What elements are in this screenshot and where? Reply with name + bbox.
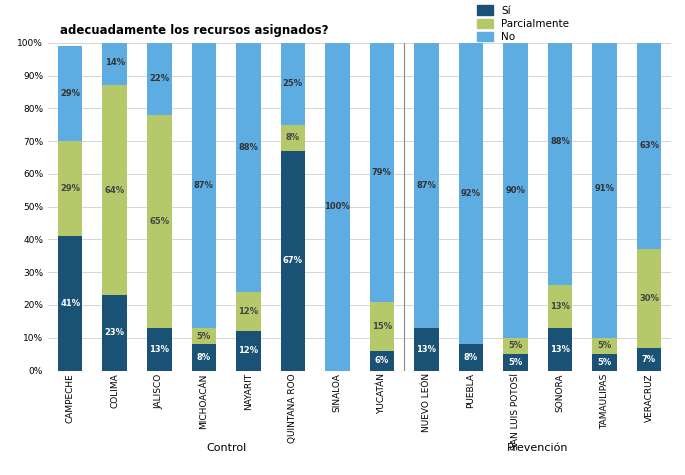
- Bar: [503, 43, 527, 338]
- Bar: [637, 249, 661, 348]
- Bar: [103, 39, 127, 86]
- Bar: [414, 43, 438, 328]
- Bar: [637, 348, 661, 370]
- Text: 5%: 5%: [597, 358, 612, 367]
- Bar: [593, 354, 616, 371]
- Text: 23%: 23%: [105, 328, 125, 337]
- Legend: Sí, Parcialmente, No: Sí, Parcialmente, No: [477, 5, 569, 42]
- Bar: [58, 46, 82, 141]
- Text: 22%: 22%: [149, 74, 169, 83]
- Text: 100%: 100%: [325, 202, 350, 211]
- Text: 30%: 30%: [639, 294, 659, 303]
- Bar: [325, 43, 349, 370]
- Text: 13%: 13%: [550, 302, 570, 311]
- Text: 79%: 79%: [372, 168, 392, 177]
- Bar: [548, 328, 572, 371]
- Text: 6%: 6%: [375, 356, 389, 365]
- Bar: [281, 151, 305, 370]
- Text: 67%: 67%: [283, 256, 303, 265]
- Text: 63%: 63%: [639, 142, 659, 151]
- Text: 29%: 29%: [60, 89, 80, 98]
- Bar: [370, 43, 394, 302]
- Text: 8%: 8%: [197, 353, 211, 362]
- Text: 12%: 12%: [238, 346, 258, 355]
- Text: 92%: 92%: [461, 189, 481, 198]
- Text: 41%: 41%: [60, 299, 80, 308]
- Text: 87%: 87%: [416, 181, 436, 190]
- Bar: [593, 39, 616, 338]
- Text: adecuadamente los recursos asignados?: adecuadamente los recursos asignados?: [60, 24, 329, 38]
- Bar: [593, 338, 616, 354]
- Bar: [459, 43, 483, 344]
- Bar: [548, 0, 572, 285]
- Bar: [103, 295, 127, 371]
- Text: 5%: 5%: [197, 332, 211, 341]
- Text: 8%: 8%: [464, 353, 478, 362]
- Text: 87%: 87%: [194, 181, 214, 190]
- Bar: [147, 328, 171, 371]
- Bar: [58, 236, 82, 370]
- Bar: [192, 43, 216, 328]
- Text: 15%: 15%: [372, 322, 392, 331]
- Bar: [192, 344, 216, 370]
- Text: 13%: 13%: [416, 345, 436, 354]
- Text: 13%: 13%: [149, 345, 169, 354]
- Text: 64%: 64%: [105, 186, 125, 195]
- Text: 90%: 90%: [506, 186, 525, 195]
- Text: Prevención: Prevención: [507, 443, 569, 453]
- Bar: [192, 328, 216, 344]
- Bar: [58, 141, 82, 236]
- Text: 29%: 29%: [60, 184, 80, 193]
- Text: Control: Control: [206, 443, 246, 453]
- Bar: [147, 115, 171, 328]
- Bar: [236, 331, 260, 370]
- Text: 5%: 5%: [597, 342, 612, 351]
- Bar: [503, 354, 527, 371]
- Text: 13%: 13%: [550, 345, 570, 354]
- Bar: [370, 351, 394, 370]
- Text: 8%: 8%: [286, 133, 300, 142]
- Bar: [414, 328, 438, 371]
- Text: 88%: 88%: [238, 143, 258, 152]
- Text: 65%: 65%: [149, 217, 169, 226]
- Text: 91%: 91%: [595, 184, 614, 193]
- Bar: [103, 86, 127, 295]
- Text: 5%: 5%: [508, 358, 523, 367]
- Text: 88%: 88%: [550, 137, 570, 145]
- Bar: [370, 302, 394, 351]
- Text: 7%: 7%: [642, 354, 656, 363]
- Text: 5%: 5%: [508, 342, 523, 351]
- Bar: [459, 344, 483, 370]
- Bar: [548, 285, 572, 328]
- Bar: [637, 43, 661, 249]
- Bar: [236, 3, 260, 292]
- Bar: [236, 292, 260, 331]
- Bar: [281, 125, 305, 151]
- Text: 12%: 12%: [238, 307, 258, 316]
- Bar: [147, 43, 171, 115]
- Bar: [281, 43, 305, 125]
- Text: 25%: 25%: [283, 79, 303, 88]
- Text: 14%: 14%: [105, 58, 125, 67]
- Bar: [503, 338, 527, 354]
